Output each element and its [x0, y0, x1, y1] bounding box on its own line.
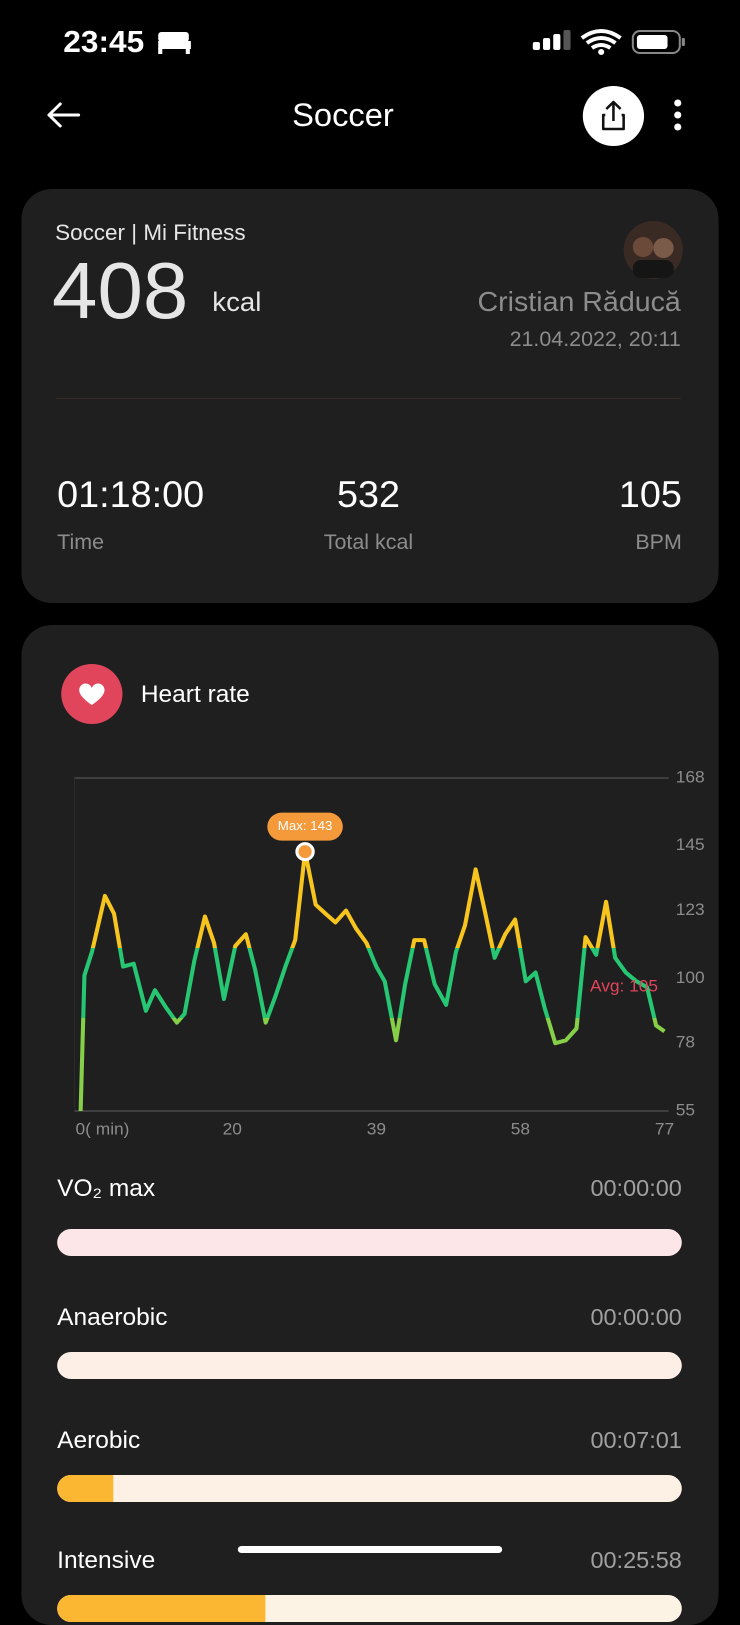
x-tick-label: 0( min): [76, 1119, 130, 1139]
x-tick-label: 58: [511, 1119, 530, 1139]
stat-value: 532: [336, 474, 400, 515]
section-title: Heart rate: [140, 681, 250, 708]
zone-name: Intensive: [57, 1547, 156, 1574]
sleep-icon: [158, 32, 191, 54]
y-tick-label: 100: [676, 967, 705, 987]
x-tick-label: 20: [223, 1119, 242, 1139]
avg-label: Avg: 105: [590, 976, 658, 996]
stat-value: 01:18:00: [57, 474, 205, 515]
max-label: Max: 143: [278, 818, 333, 833]
status-icons: [532, 29, 685, 55]
heart-rate-line: [78, 849, 666, 1112]
heart-rate-chart: 55 78 100 123 145 168 0( min) 20 39 58 77 Max: 143 A…: [74, 767, 705, 1139]
date-time: 21.04.2022, 20:11: [509, 328, 681, 351]
max-point: [295, 842, 315, 862]
zone-duration: 00:07:01: [590, 1427, 682, 1453]
y-tick-label: 123: [676, 899, 705, 919]
calories: 408: [52, 246, 189, 335]
y-tick-label: 145: [676, 834, 705, 854]
stat-label: Time: [57, 531, 104, 554]
y-tick-label: 78: [676, 1032, 695, 1052]
zone-fill: [57, 1595, 266, 1622]
zone-fill: [57, 1475, 114, 1502]
share-button[interactable]: [582, 85, 645, 147]
stat-label: BPM: [635, 531, 682, 554]
heart-rate-card: Heart rate: [21, 625, 719, 1625]
stat-value: 105: [618, 474, 682, 515]
x-tick-label: 77: [655, 1119, 674, 1139]
more-button[interactable]: [668, 97, 688, 133]
summary-card: Soccer | Mi Fitness 408 kcal Cristian Ră…: [21, 189, 719, 603]
y-tick-label: 55: [676, 1100, 695, 1120]
back-button[interactable]: [45, 100, 82, 130]
y-tick-label: 168: [676, 767, 705, 787]
x-tick-label: 39: [367, 1119, 386, 1139]
avatar: [623, 221, 683, 279]
divider: [56, 398, 681, 399]
user-name: Cristian Răducă: [477, 286, 681, 317]
heart-icon: [61, 664, 123, 724]
zone-name: VO₂ max: [57, 1175, 156, 1202]
home-indicator: [237, 1546, 503, 1553]
zone-duration: 00:00:00: [590, 1304, 682, 1330]
status-time: 23:45: [63, 24, 145, 59]
zone-name: Aerobic: [57, 1427, 141, 1454]
zone-track: [57, 1352, 682, 1379]
source: Soccer | Mi Fitness: [55, 220, 246, 245]
stat-label: Total kcal: [323, 531, 414, 554]
zone-track: [57, 1229, 682, 1256]
zone-duration: 00:00:00: [590, 1175, 682, 1201]
zone-track: [57, 1475, 682, 1502]
zone-name: Anaerobic: [57, 1304, 168, 1331]
max-badge: [267, 812, 343, 841]
zone-track: [57, 1595, 682, 1622]
page-title: Soccer: [292, 97, 394, 133]
calories-unit: kcal: [212, 287, 262, 317]
zone-duration: 00:25:58: [590, 1547, 682, 1573]
